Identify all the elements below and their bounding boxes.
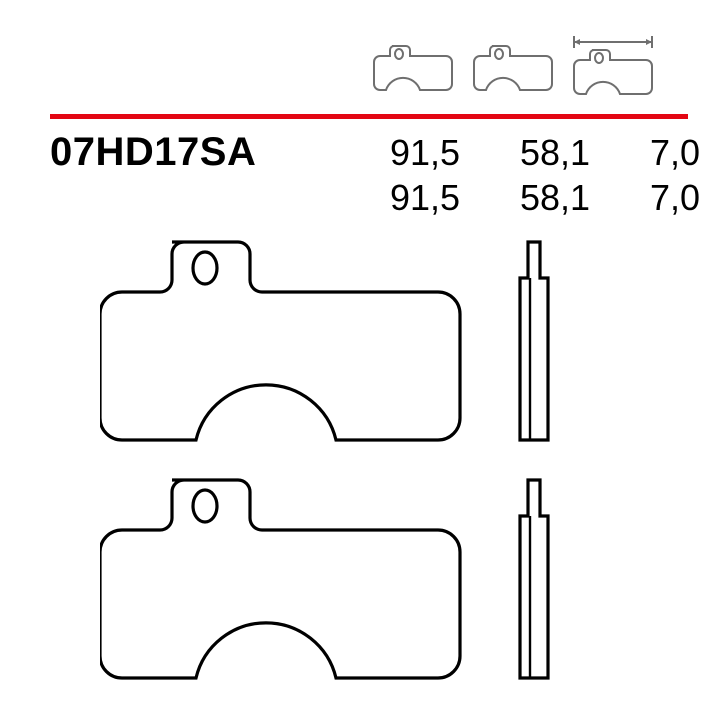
dim-width: 91,5 bbox=[390, 130, 520, 175]
pad-icon-thickness bbox=[570, 36, 672, 102]
dimensions-table: 91,5 58,1 7,0 91,5 58,1 7,0 bbox=[390, 130, 724, 220]
header-dimension-icons bbox=[370, 36, 672, 102]
dim-thickness: 7,0 bbox=[650, 130, 724, 175]
pad-front-view-2 bbox=[100, 480, 460, 678]
part-number: 07HD17SA bbox=[50, 130, 256, 175]
dimensions-row: 91,5 58,1 7,0 bbox=[390, 175, 724, 220]
brake-pad-drawing bbox=[100, 240, 660, 710]
pad-icon-height bbox=[470, 36, 556, 102]
dim-thickness: 7,0 bbox=[650, 175, 724, 220]
pad-side-view-2 bbox=[520, 480, 548, 678]
pad-icon-width bbox=[370, 36, 456, 102]
pad-side-view-1 bbox=[520, 242, 548, 440]
dimensions-row: 91,5 58,1 7,0 bbox=[390, 130, 724, 175]
dim-width: 91,5 bbox=[390, 175, 520, 220]
technical-drawing bbox=[100, 240, 660, 710]
pad-front-view-1 bbox=[100, 242, 460, 440]
dim-height: 58,1 bbox=[520, 130, 650, 175]
diagram-canvas: 07HD17SA 91,5 58,1 7,0 91,5 58,1 7,0 bbox=[0, 0, 724, 724]
divider-line bbox=[50, 114, 688, 119]
dim-height: 58,1 bbox=[520, 175, 650, 220]
